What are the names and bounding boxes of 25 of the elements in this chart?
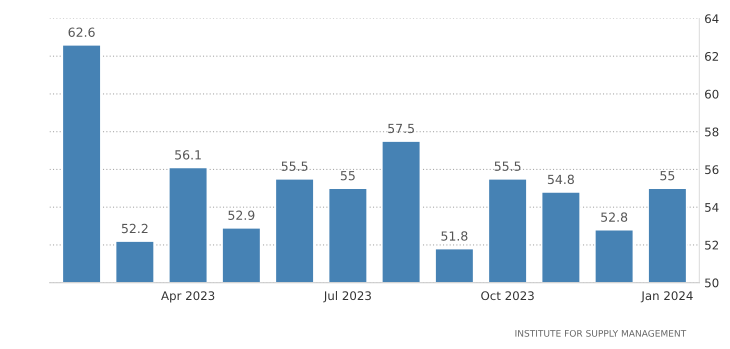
data-label: 57.5 (388, 124, 414, 134)
y-tick-label: 60 (705, 90, 718, 99)
y-tick-label: 56 (705, 165, 718, 174)
y-tick-label: 64 (705, 14, 719, 24)
data-label: 51.8 (441, 231, 468, 241)
data-label: 52.8 (601, 212, 628, 222)
x-tick-label: Oct 2023 (481, 291, 534, 300)
data-label: 56.1 (175, 150, 201, 160)
data-label: 62.6 (68, 27, 95, 37)
y-tick-label: 58 (705, 127, 718, 136)
data-label: 54.8 (548, 174, 574, 184)
data-label: 55 (340, 171, 355, 180)
text: INSTITUTE FOR SUPPLY MANAGEMENT (515, 330, 686, 337)
data-label: 52.9 (228, 210, 254, 220)
y-tick-label: 50 (705, 278, 718, 288)
data-label: 55 (660, 171, 674, 180)
y-tick-label: 52 (705, 240, 718, 250)
y-tick-label: 54 (705, 203, 719, 212)
data-label: 55.5 (494, 162, 520, 171)
x-tick-label: Jan 2024 (640, 291, 693, 302)
x-tick-label: Jul 2023 (323, 291, 371, 302)
x-tick-label: Apr 2023 (161, 291, 214, 302)
y-tick-label: 62 (705, 52, 718, 61)
data-label: 52.2 (122, 224, 148, 234)
data-label: 55.5 (282, 162, 308, 171)
